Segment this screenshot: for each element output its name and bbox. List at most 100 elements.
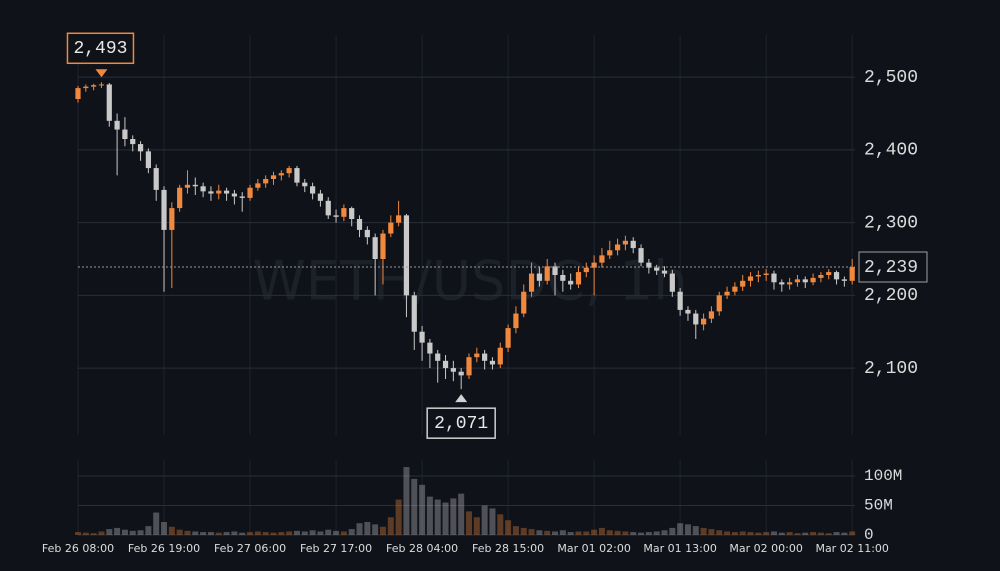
volume-bar — [763, 532, 770, 535]
volume-bar — [700, 527, 707, 535]
candle-body — [521, 291, 527, 314]
candle-body — [614, 244, 621, 251]
volume-bar — [145, 526, 152, 535]
candle-body — [302, 182, 308, 187]
candle-body — [787, 282, 793, 285]
candle-body — [130, 139, 136, 145]
candle-body — [661, 270, 668, 274]
volume-bar — [340, 531, 347, 535]
volume-bar — [348, 529, 355, 535]
volume-bar — [724, 531, 731, 535]
candle-body — [419, 331, 425, 343]
high-label-box — [66, 32, 135, 65]
candle-body — [794, 279, 801, 283]
candle-body — [161, 189, 167, 230]
volume-bar — [426, 496, 433, 535]
volume-bar — [473, 517, 480, 535]
candle-body — [75, 88, 81, 99]
candle-body — [583, 267, 589, 273]
volume-bar — [114, 527, 121, 535]
high-marker — [95, 69, 108, 78]
candle-body — [646, 262, 652, 268]
volume-bar — [176, 529, 183, 535]
candle-body — [356, 219, 363, 230]
candle-body — [263, 179, 269, 184]
candle-body — [474, 353, 480, 358]
volume-bar — [849, 531, 856, 535]
volume-bar — [645, 532, 652, 535]
volume-bar — [520, 527, 527, 535]
candle-body — [458, 371, 464, 376]
volume-bar — [137, 530, 144, 535]
candle-body — [669, 273, 675, 292]
candle-body — [740, 280, 746, 287]
candle-body — [513, 313, 519, 329]
y-tick-label: 2,500 — [864, 68, 918, 88]
volume-bar — [129, 530, 136, 535]
candle-body — [286, 168, 292, 174]
volume-bar — [262, 532, 269, 535]
volume-bar — [168, 526, 175, 535]
candle-body — [505, 328, 511, 348]
volume-bar — [309, 530, 316, 535]
volume-bar — [372, 524, 379, 535]
y-tick-label: 2,100 — [864, 359, 918, 379]
x-tick-label: Mar 01 02:00 — [557, 542, 630, 555]
candle-body — [169, 208, 175, 230]
low-marker — [455, 394, 468, 403]
candle-body — [294, 168, 300, 183]
x-tick-label: Feb 26 08:00 — [42, 542, 114, 555]
candle-body — [435, 353, 441, 361]
x-tick-label: Mar 02 11:00 — [815, 542, 888, 555]
volume-bar — [747, 532, 754, 535]
candle-body — [622, 240, 628, 245]
y-tick-label: 2,400 — [864, 141, 918, 161]
candle-body — [630, 240, 636, 249]
volume-bar — [512, 526, 519, 535]
candle-body — [137, 144, 144, 152]
volume-bar — [669, 527, 676, 535]
volume-bar — [90, 533, 97, 535]
volume-bar — [583, 531, 590, 535]
candle-body — [310, 186, 316, 194]
candle-body — [599, 255, 605, 263]
volume-tick-label: 100M — [864, 467, 902, 485]
candle-body — [763, 273, 769, 275]
candle-body — [231, 193, 237, 197]
volume-bar — [716, 530, 723, 535]
x-tick-label: Mar 01 13:00 — [643, 542, 716, 555]
candle-body — [560, 275, 566, 281]
volume-bar — [567, 532, 574, 535]
x-tick-label: Feb 27 17:00 — [300, 542, 372, 555]
candle-body — [732, 286, 738, 292]
volume-bar — [153, 512, 160, 535]
volume-bar — [622, 531, 629, 535]
volume-bar — [364, 522, 371, 535]
candle-body — [450, 368, 456, 372]
volume-bar — [411, 478, 418, 535]
volume-bar — [794, 533, 801, 535]
volume-bar — [653, 531, 660, 535]
high-label: 2,493 — [73, 39, 127, 59]
candle-body — [708, 311, 715, 319]
candle-body — [528, 273, 535, 292]
last-price-label: 2,239 — [864, 258, 918, 278]
candle-body — [341, 208, 347, 217]
candle-body — [192, 184, 198, 187]
candle-body — [208, 191, 214, 194]
volume-bar — [638, 532, 645, 535]
candle-body — [278, 173, 284, 176]
candle-body — [145, 151, 151, 169]
volume-bar — [387, 517, 394, 535]
candle-body — [810, 277, 816, 283]
volume-bar — [200, 532, 207, 535]
candle-body — [849, 267, 855, 281]
candle-body — [568, 280, 574, 285]
y-tick-label: 2,300 — [864, 213, 918, 233]
volume-bar — [692, 526, 699, 535]
candle-body — [349, 208, 355, 219]
volume-bar — [489, 508, 496, 535]
volume-bar — [247, 532, 254, 535]
